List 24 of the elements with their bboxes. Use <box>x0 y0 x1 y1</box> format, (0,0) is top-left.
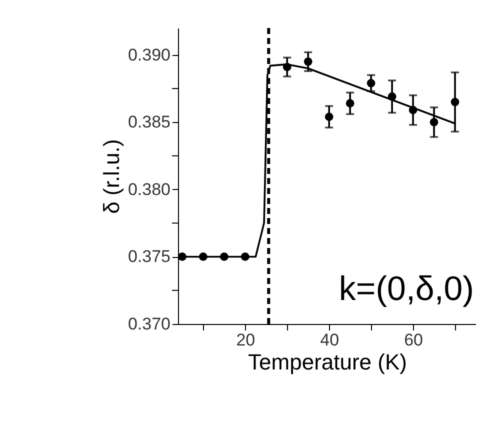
point <box>430 118 438 126</box>
x-tick-label: 20 <box>236 330 256 350</box>
y-tick-label: 0.375 <box>128 247 170 266</box>
y-tick-label: 0.390 <box>128 45 170 64</box>
point <box>450 98 460 106</box>
point <box>388 92 396 101</box>
y-tick-label: 0.385 <box>128 112 170 132</box>
point <box>346 99 354 108</box>
y-tick-label: 0.370 <box>128 314 170 334</box>
x-axis-title: Temperature (K) <box>248 350 407 374</box>
point <box>282 62 292 72</box>
y-axis-title: δ (r.l.u.) <box>98 139 124 214</box>
point <box>240 252 250 261</box>
y-tick-label: 0.380 <box>128 180 170 199</box>
point <box>178 252 186 261</box>
point <box>408 106 418 114</box>
point <box>324 112 334 121</box>
x-tick-label: 60 <box>404 330 424 350</box>
point <box>220 252 228 261</box>
x-tick-label: 40 <box>320 330 340 350</box>
point <box>304 57 312 66</box>
annotation: k=(0,δ,0) <box>338 270 474 308</box>
point <box>366 78 376 88</box>
point <box>199 252 208 261</box>
